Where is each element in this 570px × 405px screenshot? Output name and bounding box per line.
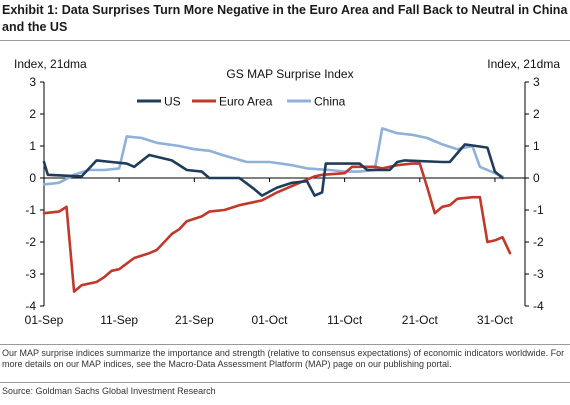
x-tick-label: 21-Sep: [175, 313, 214, 327]
notes-divider: [0, 344, 570, 345]
exhibit-title: Exhibit 1: Data Surprises Turn More Nega…: [2, 3, 568, 34]
y-tick-label-left: -4: [25, 299, 36, 313]
x-tick-label: 11-Oct: [327, 313, 363, 327]
chart-title: GS MAP Surprise Index: [226, 67, 353, 81]
series-line-us: [42, 143, 504, 197]
y-tick-label-left: -3: [25, 267, 36, 281]
source-line: Source: Goldman Sachs Global Investment …: [2, 386, 216, 396]
legend-label-us: US: [164, 95, 181, 109]
y-tick-label-left: -2: [25, 235, 36, 249]
source-divider: [0, 382, 570, 383]
footnote: Our MAP surprise indices summarize the i…: [2, 348, 565, 369]
x-tick-label: 11-Sep: [100, 313, 138, 327]
y-tick-label-right: 1: [533, 139, 540, 153]
series-line-china: [42, 127, 504, 186]
top-divider: [0, 40, 570, 41]
y-tick-label-left: 3: [29, 75, 36, 89]
y-tick-label-left: 1: [29, 139, 36, 153]
legend-label-china: China: [314, 95, 346, 109]
x-tick-label: 31-Oct: [477, 313, 514, 327]
y-tick-label-right: -3: [533, 267, 544, 281]
y-axis-label-left: Index, 21dma: [14, 57, 87, 71]
y-tick-label-right: -4: [533, 299, 544, 313]
x-tick-label: 01-Oct: [251, 313, 288, 327]
x-tick-label: 21-Oct: [402, 313, 439, 327]
y-tick-label-right: 0: [533, 171, 540, 185]
legend-label-euro-area: Euro Area: [219, 95, 273, 109]
y-tick-label-right: -2: [533, 235, 544, 249]
y-tick-label-right: 2: [533, 107, 540, 121]
y-tick-label-right: 3: [533, 75, 540, 89]
y-tick-label-left: 2: [29, 107, 36, 121]
series-line-euro-area: [42, 162, 512, 293]
x-tick-label: 01-Sep: [25, 313, 64, 327]
y-tick-label-right: -1: [533, 203, 544, 217]
y-tick-label-left: -1: [25, 203, 36, 217]
y-tick-label-left: 0: [29, 171, 36, 185]
y-axis-label-right: Index, 21dma: [487, 57, 560, 71]
